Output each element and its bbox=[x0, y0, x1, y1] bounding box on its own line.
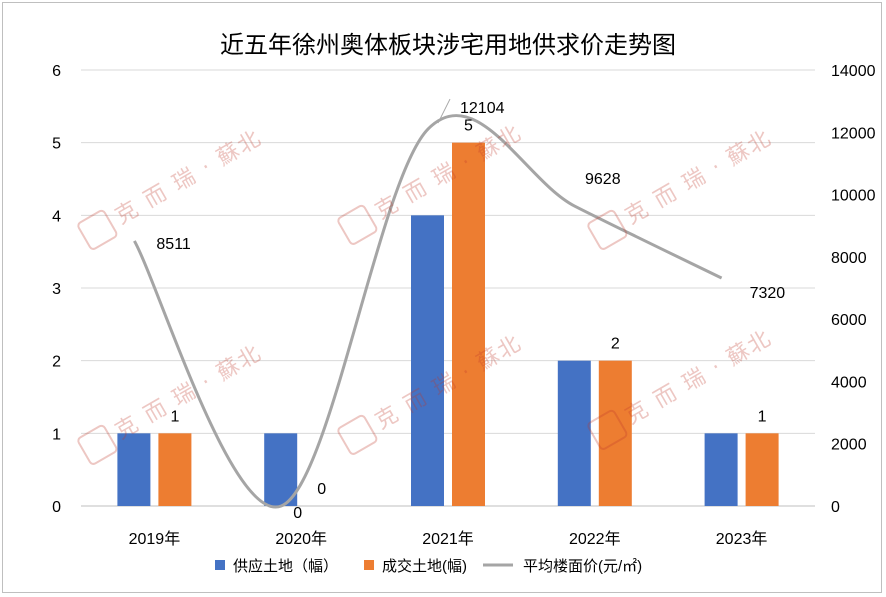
watermark-seal-icon bbox=[77, 424, 118, 465]
line-data-label: 12104 bbox=[460, 100, 505, 117]
bar-data-label: 0 bbox=[317, 481, 326, 498]
bar-supply bbox=[557, 360, 591, 506]
line-data-label: 9628 bbox=[585, 171, 621, 188]
left-tick-label: 3 bbox=[52, 281, 61, 298]
watermark-seal-icon bbox=[337, 204, 378, 245]
legend-label: 平均楼面价(元/㎡) bbox=[523, 558, 642, 575]
line-data-label: 7320 bbox=[750, 285, 786, 302]
bar-transaction bbox=[158, 433, 192, 506]
bar-supply bbox=[117, 433, 151, 506]
bar-data-label: 1 bbox=[170, 408, 179, 425]
bar-supply bbox=[704, 433, 738, 506]
right-axis-ticks: 0 2000 4000 6000 8000 10000 12000 14000 bbox=[831, 63, 876, 516]
line-series bbox=[133, 113, 723, 509]
left-axis-ticks: 0 1 2 3 4 5 6 bbox=[52, 63, 61, 516]
bar-transaction bbox=[745, 433, 779, 506]
bar-data-label: 5 bbox=[464, 118, 473, 135]
left-tick-label: 0 bbox=[52, 499, 61, 516]
category-labels: 2019年 2020年 2021年 2022年 2023年 bbox=[129, 530, 768, 548]
gridlines bbox=[81, 69, 815, 507]
watermark: 克 而 瑞 · 蘇北 bbox=[77, 126, 267, 250]
left-tick-label: 1 bbox=[52, 426, 61, 443]
watermark-seal-icon bbox=[587, 409, 628, 450]
right-tick-label: 14000 bbox=[831, 63, 876, 80]
category-label: 2019年 bbox=[129, 530, 181, 548]
watermark-text: 克 而 瑞 · 蘇北 bbox=[371, 331, 526, 435]
right-tick-label: 8000 bbox=[831, 250, 867, 267]
right-tick-label: 2000 bbox=[831, 437, 867, 454]
watermark-text: 克 而 瑞 · 蘇北 bbox=[621, 326, 776, 430]
data-labels: 1 0 5 2 1 8511 0 12104 9628 7320 bbox=[156, 98, 786, 522]
left-tick-label: 5 bbox=[52, 136, 61, 153]
bar-series bbox=[117, 142, 779, 507]
bar-transaction bbox=[452, 142, 485, 506]
watermark-text: 克 而 瑞 · 蘇北 bbox=[111, 126, 266, 230]
category-label: 2020年 bbox=[275, 530, 327, 548]
right-tick-label: 4000 bbox=[831, 374, 867, 391]
bar-supply bbox=[411, 215, 444, 507]
left-tick-label: 4 bbox=[52, 208, 61, 225]
bar-supply bbox=[264, 433, 298, 506]
category-label: 2023年 bbox=[716, 530, 768, 548]
left-tick-label: 2 bbox=[52, 354, 61, 371]
watermark-seal-icon bbox=[337, 414, 378, 455]
watermark-text: 克 而 瑞 · 蘇北 bbox=[371, 121, 526, 225]
watermark-text: 克 而 瑞 · 蘇北 bbox=[621, 126, 776, 230]
right-tick-label: 12000 bbox=[831, 125, 876, 142]
line-data-label: 8511 bbox=[156, 236, 191, 253]
label-leader-line bbox=[437, 98, 451, 124]
watermark-text: 克 而 瑞 · 蘇北 bbox=[111, 341, 266, 445]
bar-data-label: 2 bbox=[611, 336, 620, 353]
legend-label: 成交土地(幅) bbox=[382, 557, 467, 575]
legend-label: 供应土地（幅） bbox=[233, 557, 338, 575]
legend-swatch bbox=[364, 560, 375, 570]
left-tick-label: 6 bbox=[52, 63, 61, 80]
price-line bbox=[133, 113, 723, 509]
chart-svg: 近五年徐州奥体板块涉宅用地供求价走势图 0 1 2 3 4 5 6 0 2000 4000 600… bbox=[52, 32, 876, 575]
legend: 供应土地（幅） 成交土地(幅) 平均楼面价(元/㎡) bbox=[215, 557, 642, 575]
line-data-label: 0 bbox=[293, 505, 302, 522]
watermark-seal-icon bbox=[587, 209, 628, 250]
category-label: 2021年 bbox=[422, 530, 474, 548]
category-label: 2022年 bbox=[569, 530, 621, 548]
watermark-seal-icon bbox=[77, 209, 118, 250]
right-tick-label: 0 bbox=[831, 499, 840, 516]
chart-title: 近五年徐州奥体板块涉宅用地供求价走势图 bbox=[220, 32, 676, 59]
right-tick-label: 10000 bbox=[831, 188, 876, 205]
bar-transaction bbox=[598, 360, 632, 506]
bar-data-label: 1 bbox=[758, 408, 767, 425]
legend-swatch bbox=[215, 560, 225, 570]
right-tick-label: 6000 bbox=[831, 312, 867, 329]
